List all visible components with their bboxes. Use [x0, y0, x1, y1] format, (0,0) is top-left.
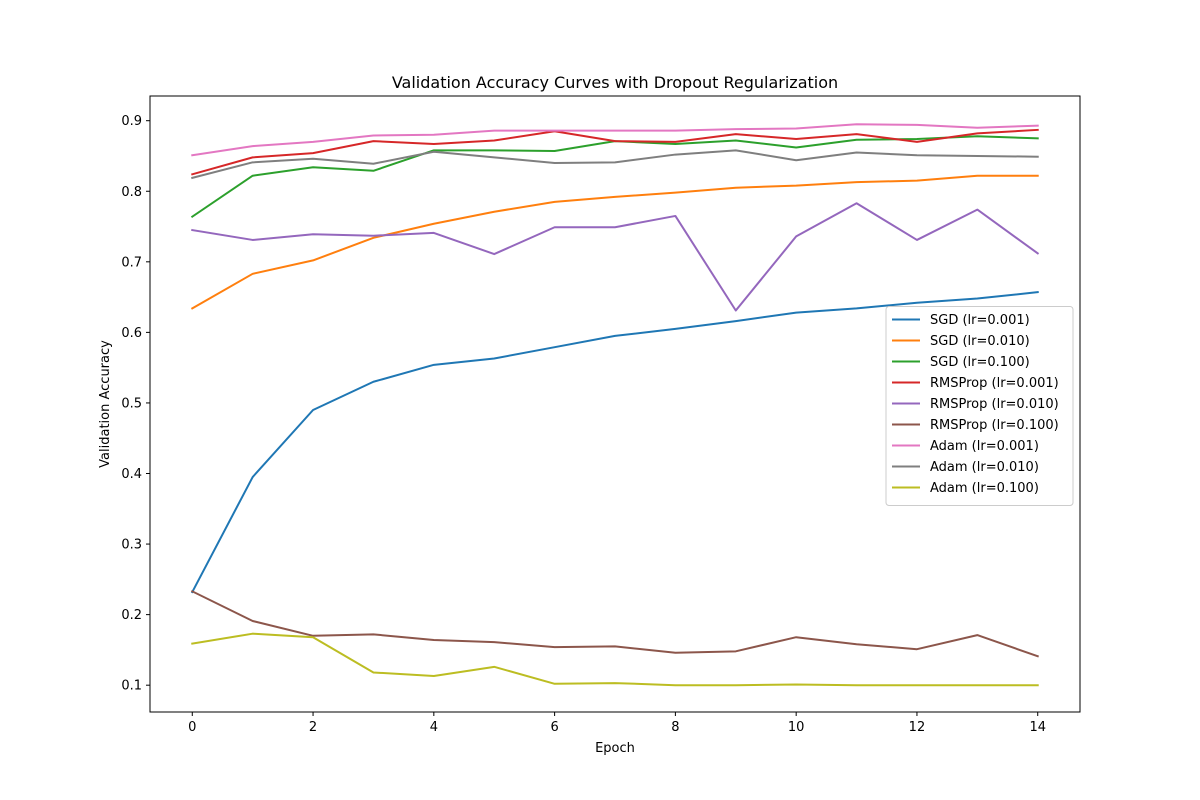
y-tick-label: 0.7	[121, 255, 142, 270]
series-line-8	[191, 149, 1039, 180]
series-line-5	[191, 202, 1040, 312]
y-tick-label: 0.1	[121, 679, 142, 694]
x-axis-ticks: 0 2 4 6 8 10 12 14	[188, 712, 1046, 735]
series-line-1	[190, 291, 1039, 594]
series-line-2	[190, 174, 1039, 310]
legend-label: RMSProp (lr=0.001)	[930, 376, 1059, 391]
y-tick-label: 0.5	[121, 396, 142, 411]
legend-box	[885, 306, 1074, 506]
legend-label: SGD (lr=0.010)	[930, 334, 1030, 349]
legend-label: SGD (lr=0.100)	[930, 355, 1030, 370]
legend-label: RMSProp (lr=0.010)	[930, 397, 1059, 412]
legend-label: SGD (lr=0.001)	[930, 313, 1030, 328]
y-axis-ticks: 0.1 0.2 0.3 0.4 0.5 0.6 0.7 0.8 0.9	[121, 114, 150, 694]
x-tick-label: 0	[188, 720, 196, 735]
x-tick-label: 12	[909, 720, 926, 735]
y-tick-label: 0.6	[121, 326, 142, 341]
x-tick-label: 8	[671, 720, 679, 735]
y-tick-label: 0.3	[121, 538, 142, 553]
y-tick-label: 0.2	[121, 608, 142, 623]
y-tick-label: 0.9	[121, 114, 142, 129]
series-line-7	[191, 123, 1039, 157]
y-axis-label: Validation Accuracy	[98, 340, 113, 468]
chart-title: Validation Accuracy Curves with Dropout …	[392, 73, 838, 92]
x-tick-label: 2	[309, 720, 317, 735]
series-line-9	[191, 632, 1039, 687]
x-tick-label: 10	[788, 720, 805, 735]
legend-label: Adam (lr=0.100)	[930, 481, 1039, 496]
legend-label: RMSProp (lr=0.100)	[930, 418, 1059, 433]
legend-label: Adam (lr=0.010)	[930, 460, 1039, 475]
legend: SGD (lr=0.001) SGD (lr=0.010) SGD (lr=0.10…	[885, 306, 1074, 506]
x-tick-label: 6	[550, 720, 558, 735]
x-axis-label: Epoch	[595, 741, 635, 756]
y-tick-label: 0.8	[121, 185, 142, 200]
y-tick-label: 0.4	[121, 467, 142, 482]
x-tick-label: 14	[1029, 720, 1046, 735]
legend-label: Adam (lr=0.001)	[930, 439, 1039, 454]
x-tick-label: 4	[430, 720, 438, 735]
series-line-4	[191, 128, 1039, 176]
lines-layer	[190, 123, 1040, 687]
series-line-6	[190, 590, 1040, 658]
plot-frame	[149, 95, 1081, 713]
